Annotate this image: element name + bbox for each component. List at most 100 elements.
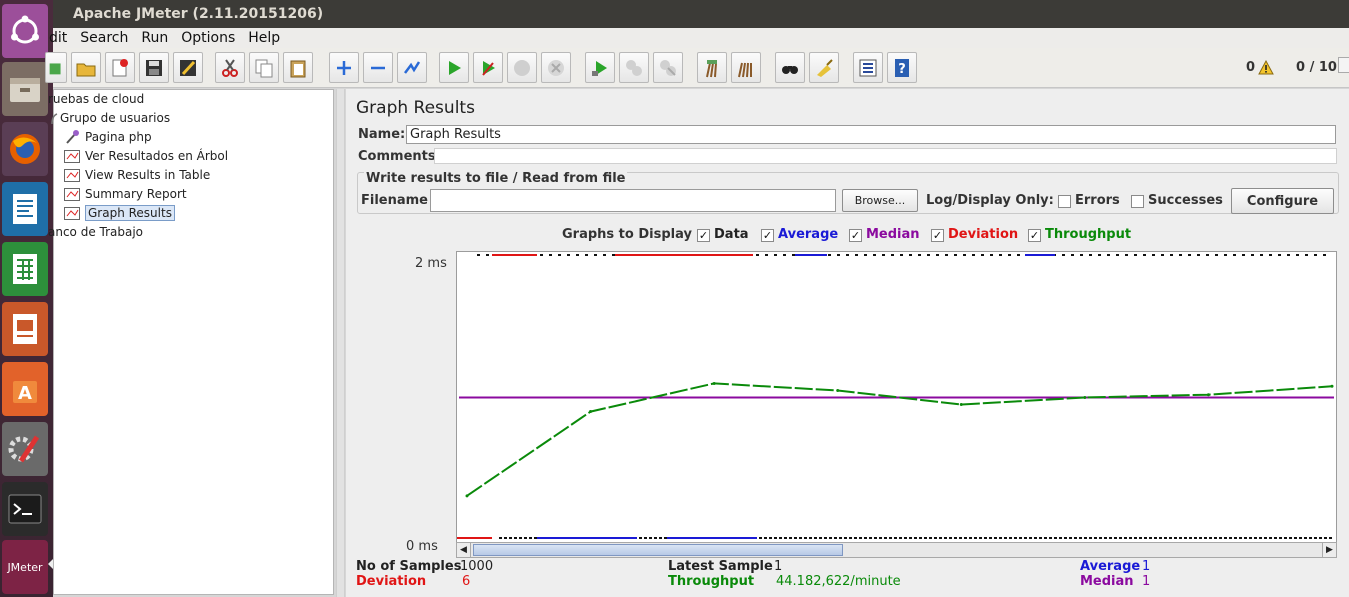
menu-edit[interactable]: dit (49, 30, 68, 46)
configure-button[interactable]: Configure (1231, 188, 1334, 214)
name-field[interactable]: Graph Results (406, 125, 1336, 144)
median-checkbox[interactable]: ✓ (849, 229, 862, 242)
clear-all-button[interactable] (731, 52, 761, 83)
impress-icon[interactable] (2, 302, 48, 356)
new-template-button[interactable] (45, 52, 67, 83)
data-point (909, 254, 912, 256)
data-point (1152, 254, 1155, 256)
writer-icon[interactable] (2, 182, 48, 236)
data-point (837, 254, 840, 256)
deviation-checkbox[interactable]: ✓ (931, 229, 944, 242)
browse-button[interactable]: Browse... (842, 189, 918, 212)
data-point (664, 537, 667, 539)
tree-item-graph-results[interactable]: Graph Results (64, 204, 175, 222)
remote-stop-all-button[interactable] (619, 52, 649, 83)
scroll-right-arrow[interactable]: ▶ (1322, 543, 1336, 557)
jmeter-app-icon[interactable]: JMeter (2, 540, 48, 594)
data-point (1197, 254, 1200, 256)
data-point (1184, 537, 1187, 539)
tree-item-ver-resultados[interactable]: Ver Resultados en Árbol (64, 147, 228, 165)
data-point (1304, 537, 1307, 539)
filename-input[interactable] (430, 189, 836, 212)
split-pane-divider[interactable] (336, 89, 345, 597)
menu-run[interactable]: Run (141, 30, 169, 46)
collapse-all-button[interactable] (363, 52, 393, 83)
throughput-label: Throughput (1045, 227, 1132, 242)
save-as-button[interactable] (173, 52, 203, 83)
data-point (1119, 537, 1122, 539)
help-button[interactable]: ? (887, 52, 917, 83)
throughput-point (1330, 384, 1334, 388)
data-point (764, 537, 767, 539)
data-point (1169, 537, 1172, 539)
data-point (612, 254, 615, 256)
data-point (1204, 537, 1207, 539)
tree-item-label: Summary Report (85, 187, 187, 201)
open-button[interactable] (71, 52, 101, 83)
tree-item-view-results-table[interactable]: View Results in Table (64, 166, 210, 184)
expand-all-button[interactable] (329, 52, 359, 83)
data-point (1149, 537, 1152, 539)
search-button[interactable] (775, 52, 805, 83)
tree-item-thread-group[interactable]: Grupo de usuarios (48, 109, 170, 127)
data-point (1179, 537, 1182, 539)
errors-checkbox[interactable] (1058, 195, 1071, 208)
data-point (1134, 537, 1137, 539)
menu-options[interactable]: Options (181, 30, 236, 46)
toggle-button[interactable] (397, 52, 427, 83)
warning-icon[interactable] (1258, 59, 1274, 78)
menu-search[interactable]: Search (80, 30, 129, 46)
scroll-thumb[interactable] (473, 544, 843, 556)
average-checkbox[interactable]: ✓ (761, 229, 774, 242)
data-point (1219, 537, 1222, 539)
software-center-icon[interactable]: A (2, 362, 48, 416)
data-point (534, 537, 537, 539)
data-point (1104, 537, 1107, 539)
clear-button[interactable] (697, 52, 727, 83)
data-point (1139, 537, 1142, 539)
throughput-point (712, 381, 716, 385)
cut-button[interactable] (215, 52, 245, 83)
scroll-left-arrow[interactable]: ◀ (457, 543, 471, 557)
start-no-pauses-button[interactable] (473, 52, 503, 83)
stop-button[interactable] (507, 52, 537, 83)
function-helper-button[interactable] (853, 52, 883, 83)
data-point (486, 254, 489, 256)
tree-item-pagina-php[interactable]: Pagina php (64, 128, 152, 146)
data-point (927, 254, 930, 256)
ubuntu-dash-icon[interactable] (2, 4, 48, 58)
firefox-icon[interactable] (2, 122, 48, 176)
data-point (909, 537, 912, 539)
menu-help[interactable]: Help (248, 30, 281, 46)
tree-item-test-plan[interactable]: ruebas de cloud (48, 90, 144, 108)
throughput-checkbox[interactable]: ✓ (1028, 229, 1041, 242)
data-point (529, 537, 532, 539)
terminal-icon[interactable] (2, 482, 48, 536)
save-button[interactable] (139, 52, 169, 83)
data-point (756, 254, 759, 256)
log-display-label: Log/Display Only: (926, 193, 1054, 208)
copy-button[interactable] (249, 52, 279, 83)
tree-item-workbench[interactable]: anco de Trabajo (48, 223, 143, 241)
data-point (1314, 254, 1317, 256)
data-checkbox[interactable]: ✓ (697, 229, 710, 242)
files-icon[interactable] (2, 62, 48, 116)
remote-shutdown-all-button[interactable] (653, 52, 683, 83)
remote-start-all-button[interactable] (585, 52, 615, 83)
data-point (576, 254, 579, 256)
data-point (1044, 537, 1047, 539)
tree-item-summary-report[interactable]: Summary Report (64, 185, 187, 203)
successes-label: Successes (1148, 193, 1223, 208)
graph-horizontal-scrollbar[interactable]: ◀ ▶ (456, 542, 1337, 558)
reset-search-button[interactable] (809, 52, 839, 83)
successes-checkbox[interactable] (1131, 195, 1144, 208)
paste-button[interactable] (283, 52, 313, 83)
average-stat-label: Average (1080, 559, 1141, 574)
start-button[interactable] (439, 52, 469, 83)
close-button[interactable] (105, 52, 135, 83)
calc-icon[interactable] (2, 242, 48, 296)
samples-label: No of Samples (356, 559, 462, 574)
system-settings-icon[interactable] (2, 422, 48, 476)
comments-field[interactable] (434, 148, 1337, 164)
shutdown-button[interactable] (541, 52, 571, 83)
